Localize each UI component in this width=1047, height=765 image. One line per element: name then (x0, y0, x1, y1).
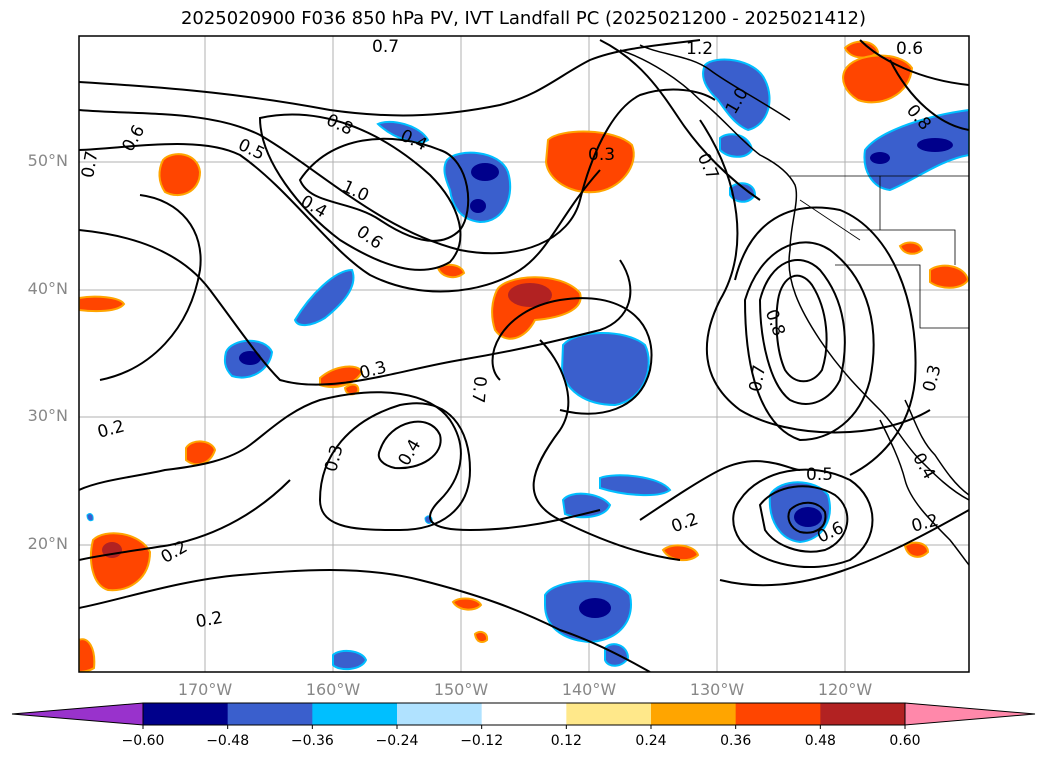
colorbar-tick-label: −0.60 (121, 733, 165, 749)
colorbar-tick-label: −0.36 (290, 733, 334, 749)
lon-label: 150°W (433, 680, 489, 699)
colorbar-segment (566, 703, 652, 725)
contour-label: 0.7 (78, 149, 102, 179)
contour-label: 0.7 (467, 375, 489, 404)
lon-label: 140°W (561, 680, 617, 699)
map-frame (78, 35, 970, 673)
lon-label: 130°W (689, 680, 745, 699)
colorbar (11, 702, 1036, 729)
colorbar-tick-label: 0.12 (550, 733, 582, 749)
lon-label: 120°W (817, 680, 873, 699)
colorbar-tick-label: 0.24 (635, 733, 667, 749)
borders (790, 175, 969, 329)
colorbar-tick-label: 0.48 (804, 733, 836, 749)
negative-anomaly-areas (86, 58, 969, 671)
colorbar-tick-label: 0.36 (720, 733, 752, 749)
contour-label: 0.3 (588, 145, 615, 165)
colorbar-segment (651, 703, 737, 725)
colorbar-segment (143, 703, 229, 725)
lat-label: 50°N (27, 151, 68, 170)
contour-label: 0.2 (194, 608, 224, 632)
colorbar-tick-label: −0.12 (460, 733, 504, 749)
contour-label: 0.6 (896, 39, 923, 59)
colorbar-segment (481, 703, 567, 725)
lon-label: 170°W (177, 680, 233, 699)
colorbar-segment (227, 703, 313, 725)
map-title: 2025020900 F036 850 hPa PV, IVT Landfall… (180, 8, 867, 29)
contour-label: 0.7 (372, 37, 399, 57)
colorbar-tick-label: 0.60 (889, 733, 921, 749)
colorbar-tick-label: −0.24 (375, 733, 419, 749)
colorbar-segment (735, 703, 821, 725)
lon-label: 160°W (305, 680, 361, 699)
colorbar-segment (397, 703, 483, 725)
contour-label: 1.2 (686, 39, 713, 59)
lat-label: 20°N (27, 534, 68, 553)
coastlines (619, 44, 969, 566)
colorbar-frame (142, 702, 906, 726)
colorbar-extend-high (904, 702, 1036, 726)
colorbar-extend-low (11, 702, 144, 726)
colorbar-segment (312, 703, 398, 725)
map-panel (79, 36, 969, 672)
colorbar-tick-label: −0.48 (206, 733, 250, 749)
colorbar-segment (820, 703, 906, 725)
ivt-contours (79, 39, 969, 672)
lat-label: 40°N (27, 279, 68, 298)
lat-label: 30°N (27, 406, 68, 425)
contour-label: 0.5 (806, 465, 833, 485)
contour-label: 0.7 (746, 363, 770, 393)
